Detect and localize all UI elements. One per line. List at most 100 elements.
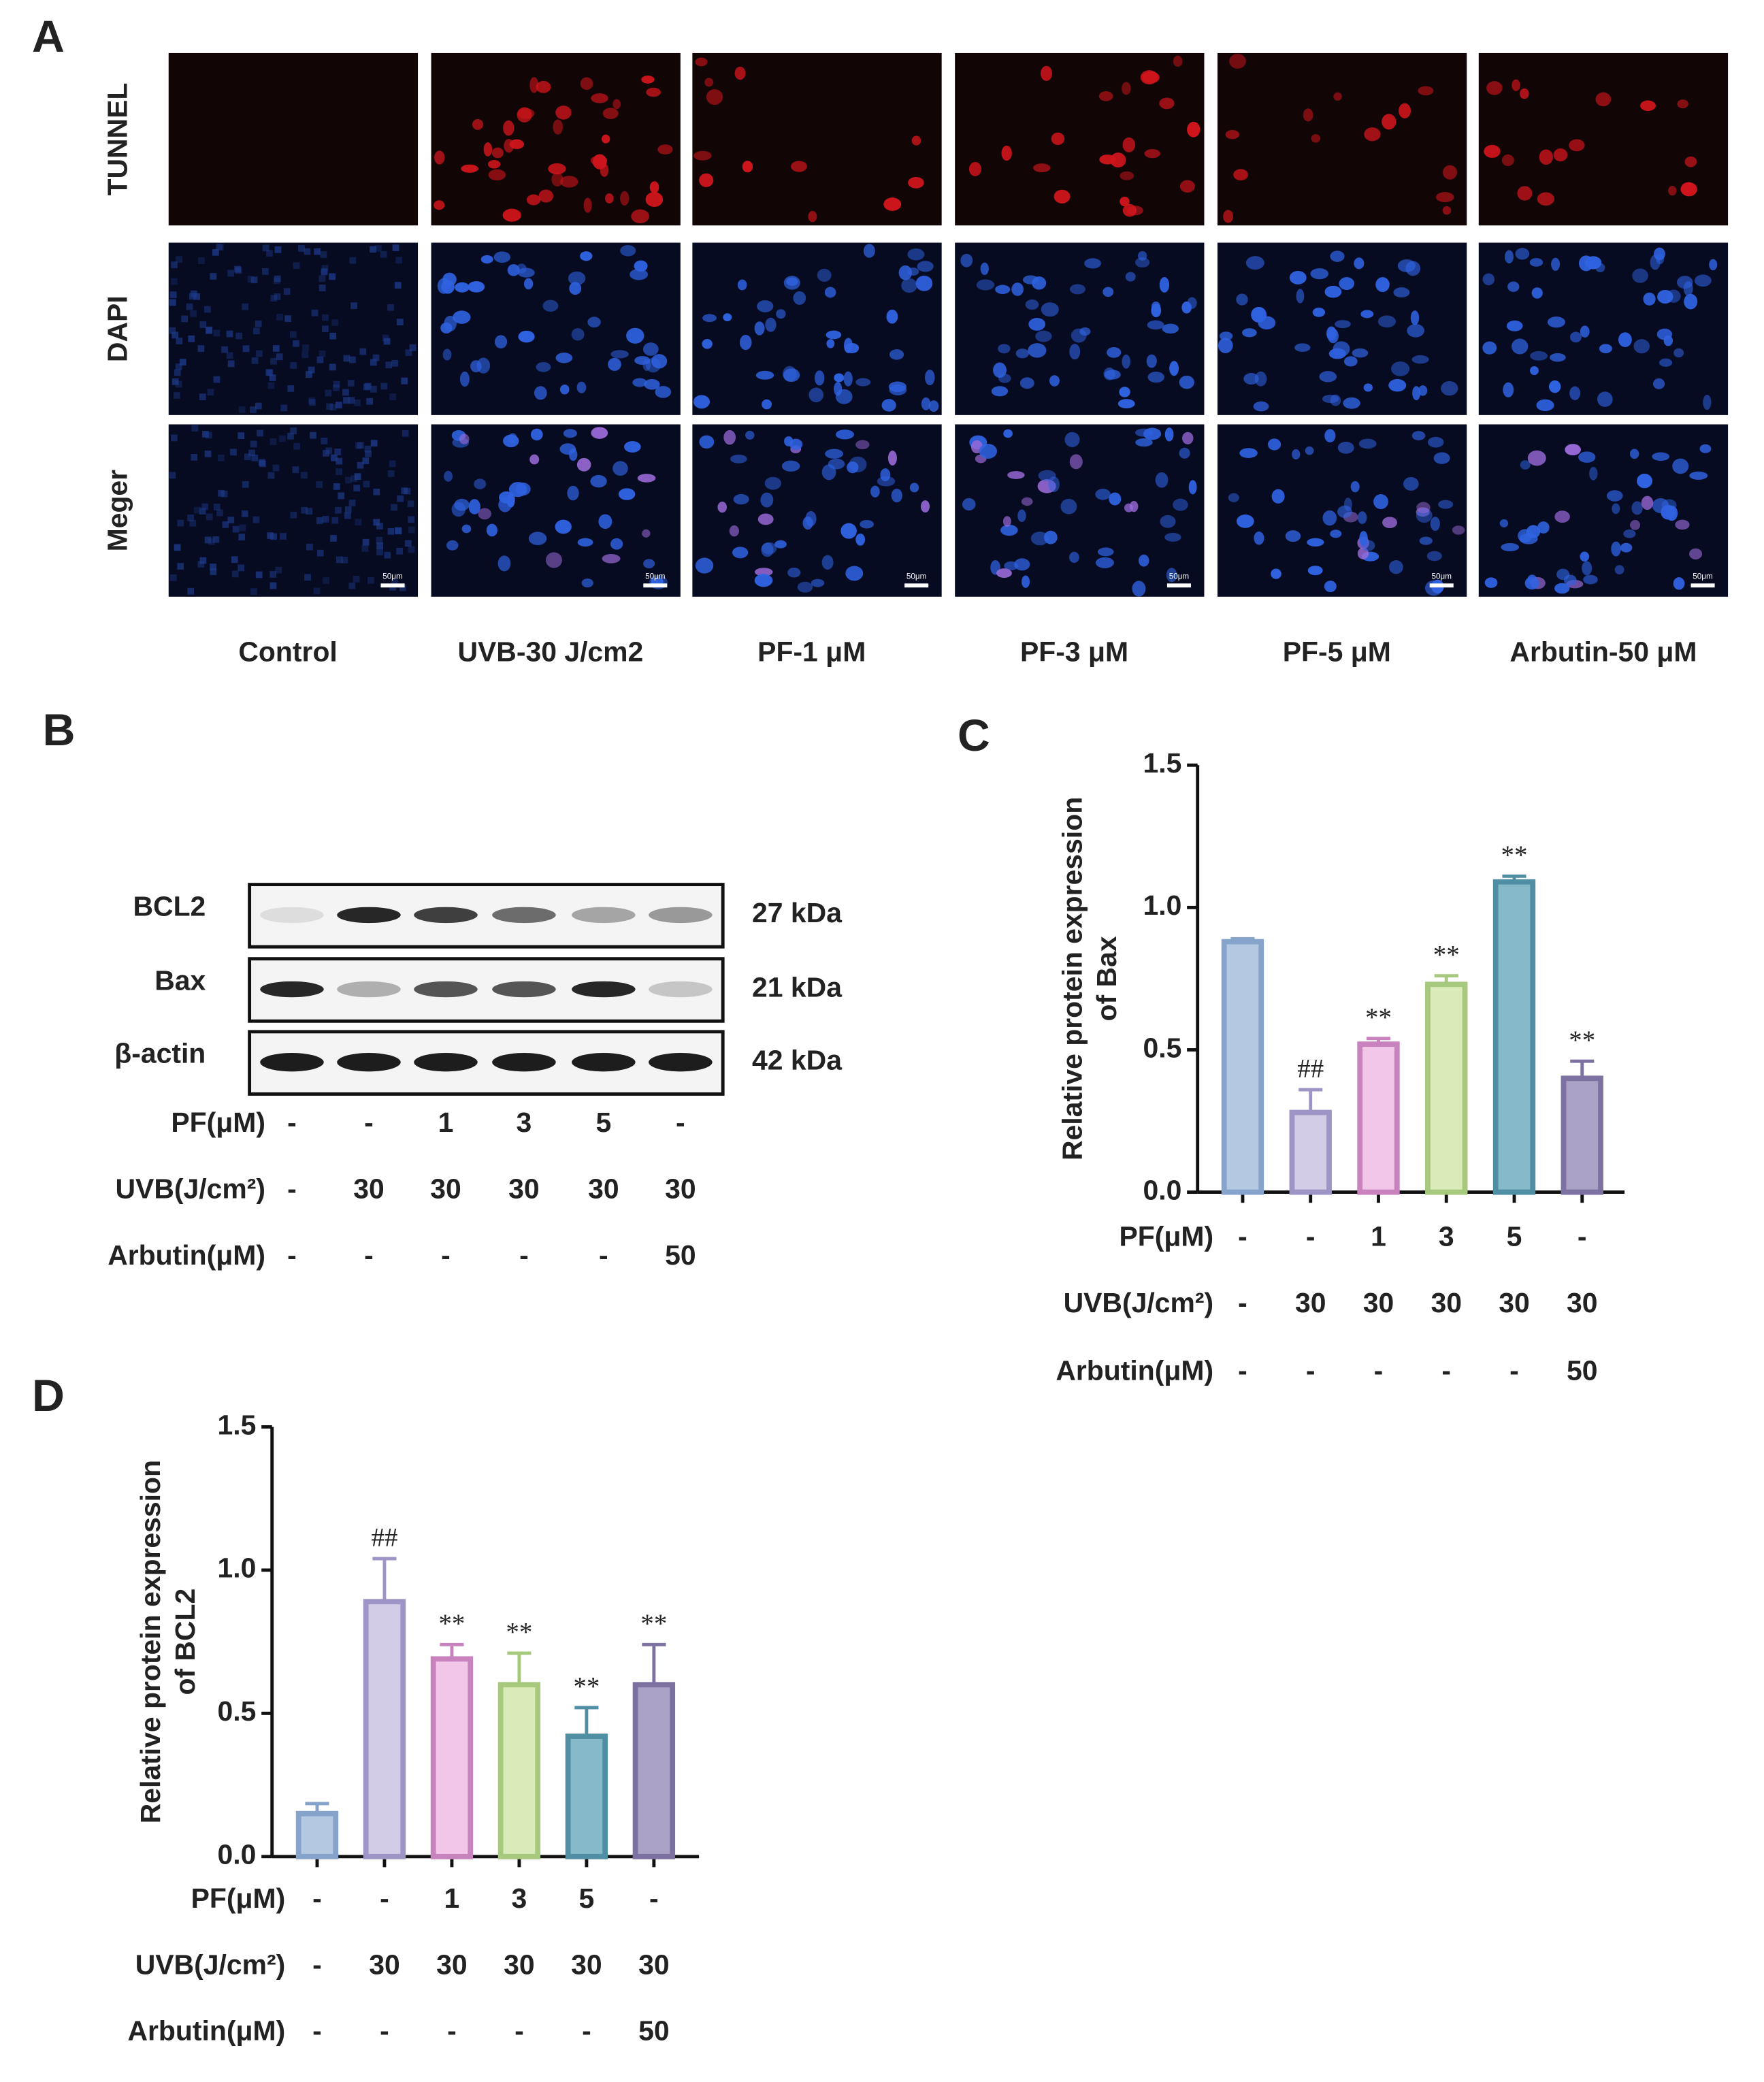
noise bbox=[350, 475, 358, 482]
cell bbox=[559, 384, 570, 395]
cell bbox=[1673, 348, 1684, 358]
cell bbox=[1035, 330, 1052, 342]
noise bbox=[322, 314, 329, 321]
blot-frame bbox=[248, 1030, 725, 1096]
cell bbox=[478, 508, 491, 520]
cell bbox=[754, 574, 773, 587]
cell bbox=[1391, 361, 1410, 376]
cell bbox=[618, 488, 636, 500]
treatment-value: - bbox=[582, 2015, 591, 2047]
cell bbox=[542, 299, 559, 312]
noise bbox=[318, 275, 326, 282]
noise bbox=[359, 348, 367, 355]
cell bbox=[1179, 447, 1190, 459]
cell bbox=[1524, 576, 1539, 590]
treatment-value: 30 bbox=[1499, 1287, 1530, 1318]
cell bbox=[1673, 577, 1685, 590]
noise bbox=[262, 268, 269, 275]
noise bbox=[308, 397, 315, 404]
cell bbox=[1694, 274, 1712, 287]
cell bbox=[468, 499, 480, 515]
y-tick-label: 0.0 bbox=[1143, 1174, 1181, 1205]
noise bbox=[382, 334, 389, 342]
cell bbox=[608, 357, 621, 371]
cell bbox=[1482, 273, 1494, 286]
cell bbox=[783, 368, 800, 383]
cell bbox=[1578, 451, 1596, 463]
noise bbox=[197, 561, 205, 568]
cell bbox=[1506, 320, 1523, 331]
treatment-value: - bbox=[599, 1239, 608, 1271]
cell bbox=[657, 144, 673, 154]
panel-label: D bbox=[32, 1371, 65, 1421]
blot-band bbox=[572, 1053, 636, 1072]
noise bbox=[399, 584, 406, 591]
cell bbox=[793, 291, 806, 305]
noise bbox=[210, 568, 217, 575]
noise bbox=[274, 293, 281, 300]
cell bbox=[1245, 256, 1264, 270]
cell bbox=[1048, 476, 1060, 493]
scale-bar bbox=[1690, 583, 1715, 588]
cell bbox=[483, 142, 493, 157]
cell bbox=[1452, 525, 1465, 535]
treatment-value: 30 bbox=[436, 1949, 468, 1980]
cell bbox=[1151, 304, 1162, 318]
cell bbox=[1219, 331, 1233, 341]
cell bbox=[1703, 394, 1712, 410]
cell bbox=[1623, 529, 1636, 538]
cell bbox=[1335, 320, 1351, 329]
noise bbox=[174, 392, 180, 399]
noise bbox=[342, 389, 349, 396]
cell bbox=[645, 191, 664, 208]
noise bbox=[310, 432, 316, 439]
noise bbox=[186, 303, 193, 310]
cell bbox=[1629, 449, 1639, 459]
noise bbox=[226, 352, 233, 359]
noise bbox=[217, 454, 225, 461]
noise bbox=[171, 261, 178, 268]
cell bbox=[634, 260, 648, 272]
noise bbox=[274, 246, 282, 253]
cell bbox=[1160, 515, 1176, 528]
micrograph: 50μm bbox=[955, 424, 1205, 597]
cell bbox=[1146, 354, 1157, 368]
noise bbox=[363, 481, 370, 488]
cell bbox=[764, 476, 781, 490]
noise bbox=[272, 464, 280, 472]
noise bbox=[280, 404, 288, 412]
noise bbox=[191, 453, 198, 461]
y-tick-label: 1.5 bbox=[1143, 747, 1181, 779]
cell bbox=[476, 357, 491, 374]
noise bbox=[298, 245, 305, 252]
cell bbox=[1122, 354, 1130, 369]
cell bbox=[1563, 574, 1577, 586]
cell bbox=[1033, 163, 1051, 173]
cell bbox=[1312, 308, 1326, 317]
cell bbox=[1107, 346, 1122, 358]
noise bbox=[270, 582, 277, 589]
treatment-label: UVB(J/cm²) bbox=[116, 1173, 265, 1204]
cell bbox=[1022, 275, 1039, 284]
micrograph bbox=[168, 242, 419, 415]
bar bbox=[632, 1682, 676, 1859]
cell bbox=[1054, 189, 1071, 204]
treatment-value: 30 bbox=[353, 1173, 385, 1204]
cell bbox=[1503, 382, 1514, 397]
cell bbox=[1003, 429, 1013, 438]
noise bbox=[373, 488, 380, 495]
noise bbox=[333, 385, 340, 391]
blot-frame bbox=[248, 957, 725, 1023]
scale-bar-label: 50μm bbox=[1169, 572, 1189, 581]
cell bbox=[1324, 429, 1336, 443]
treatment-label: Arbutin(μM) bbox=[108, 1239, 265, 1271]
cell bbox=[1102, 287, 1114, 297]
cell bbox=[1019, 377, 1034, 389]
noise bbox=[380, 250, 387, 258]
noise bbox=[179, 359, 186, 365]
micrograph-bg bbox=[431, 424, 681, 597]
cell bbox=[821, 464, 836, 481]
cell bbox=[1254, 531, 1264, 545]
noise bbox=[208, 538, 215, 545]
